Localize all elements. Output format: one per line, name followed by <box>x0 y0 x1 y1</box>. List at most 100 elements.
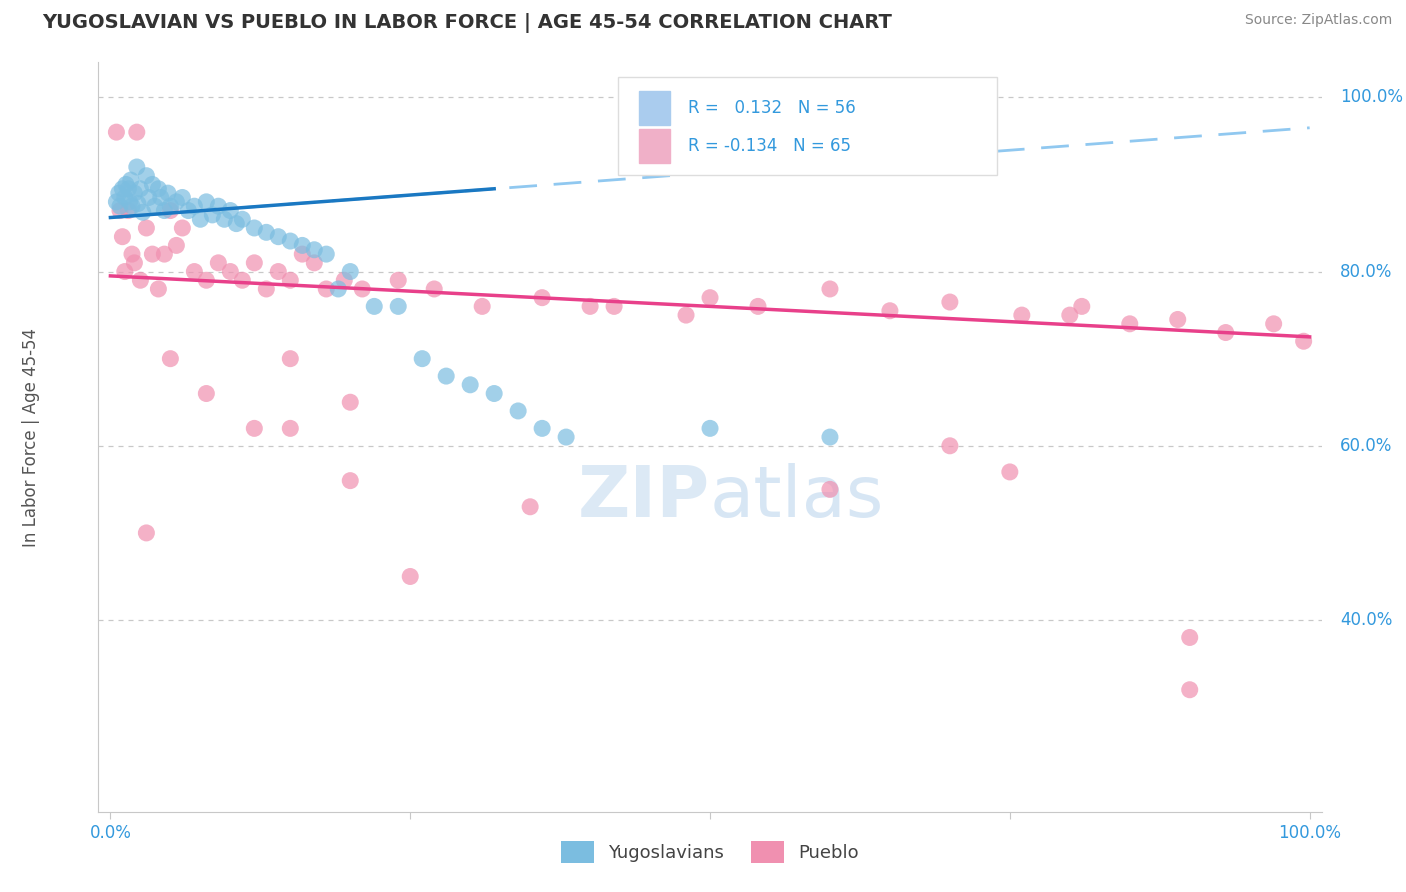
FancyBboxPatch shape <box>619 78 997 175</box>
Point <box>138 190 160 204</box>
Point <box>339 264 361 278</box>
Point <box>482 386 505 401</box>
Point <box>207 199 229 213</box>
Point <box>135 221 157 235</box>
Point <box>1292 334 1315 349</box>
Point <box>207 256 229 270</box>
Point <box>291 238 314 252</box>
Legend: Yugoslavians, Pueblo: Yugoslavians, Pueblo <box>554 834 866 870</box>
Text: ZIP: ZIP <box>578 463 710 532</box>
Point <box>121 199 143 213</box>
Point <box>127 196 149 211</box>
Point <box>699 421 721 435</box>
Point <box>121 247 143 261</box>
Point <box>1178 631 1201 645</box>
Point <box>304 243 326 257</box>
Point <box>165 238 187 252</box>
Point <box>333 273 356 287</box>
Point <box>214 212 236 227</box>
Point <box>114 190 136 204</box>
Point <box>177 203 200 218</box>
Point <box>231 273 253 287</box>
Point <box>243 256 266 270</box>
Point <box>531 291 554 305</box>
Point <box>124 256 146 270</box>
Point <box>115 178 138 192</box>
Point <box>148 182 170 196</box>
Point <box>219 264 242 278</box>
Text: atlas: atlas <box>710 463 884 532</box>
Point <box>108 203 131 218</box>
Point <box>114 264 136 278</box>
Point <box>108 199 131 213</box>
Point <box>159 203 181 218</box>
Point <box>141 178 163 192</box>
Point <box>195 386 218 401</box>
Point <box>267 264 290 278</box>
Point <box>699 291 721 305</box>
Point <box>108 186 129 201</box>
Point <box>231 212 253 227</box>
Point <box>165 194 187 209</box>
Point <box>149 190 172 204</box>
Point <box>195 194 218 209</box>
Point <box>508 404 530 418</box>
Point <box>315 247 337 261</box>
Point <box>531 421 554 435</box>
Text: 100.0%: 100.0% <box>1340 88 1403 106</box>
Point <box>243 421 266 435</box>
Point <box>153 247 176 261</box>
Point <box>352 282 374 296</box>
Point <box>118 194 141 209</box>
Point <box>141 247 163 261</box>
Point <box>818 483 841 497</box>
Text: R = -0.134   N = 65: R = -0.134 N = 65 <box>688 136 851 155</box>
Point <box>675 308 697 322</box>
Text: Source: ZipAtlas.com: Source: ZipAtlas.com <box>1244 13 1392 28</box>
Point <box>304 256 326 270</box>
Point <box>555 430 578 444</box>
Point <box>939 439 962 453</box>
Bar <box>640 91 669 125</box>
Text: In Labor Force | Age 45-54: In Labor Force | Age 45-54 <box>22 327 41 547</box>
Point <box>254 225 277 239</box>
Point <box>172 221 194 235</box>
Point <box>363 299 385 313</box>
Point <box>387 299 409 313</box>
Point <box>579 299 602 313</box>
Point <box>747 299 769 313</box>
Point <box>399 569 422 583</box>
Point <box>117 203 139 218</box>
Point <box>1178 682 1201 697</box>
Point <box>328 282 350 296</box>
Point <box>1011 308 1033 322</box>
Point <box>188 212 211 227</box>
Point <box>278 351 301 366</box>
Point <box>1070 299 1092 313</box>
Point <box>201 208 224 222</box>
Point <box>423 282 446 296</box>
Point <box>225 217 247 231</box>
Point <box>879 303 901 318</box>
Text: 80.0%: 80.0% <box>1340 262 1392 281</box>
Point <box>519 500 541 514</box>
Point <box>105 125 128 139</box>
Point <box>135 169 157 183</box>
Point <box>183 199 205 213</box>
Point <box>105 194 128 209</box>
Point <box>120 173 142 187</box>
Point <box>387 273 409 287</box>
Point <box>603 299 626 313</box>
Point <box>818 282 841 296</box>
Point <box>111 229 134 244</box>
Point <box>143 199 166 213</box>
Point <box>129 273 152 287</box>
Point <box>219 203 242 218</box>
Point <box>434 369 457 384</box>
Point <box>1059 308 1081 322</box>
Point <box>125 125 148 139</box>
Point <box>411 351 433 366</box>
Point <box>125 160 148 174</box>
Point <box>278 234 301 248</box>
Point <box>471 299 494 313</box>
